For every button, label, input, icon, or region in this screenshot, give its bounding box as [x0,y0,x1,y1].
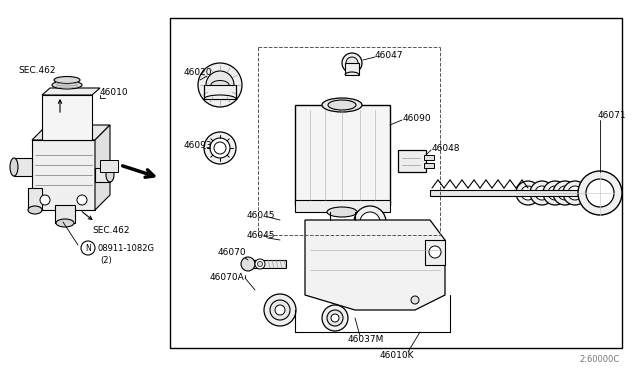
Circle shape [429,246,441,258]
Circle shape [214,142,226,154]
Circle shape [586,179,614,207]
Circle shape [206,71,234,99]
Bar [424,155,434,160]
Bar [295,200,390,212]
Text: 46048: 46048 [432,144,461,153]
Text: 46090: 46090 [403,113,431,122]
Ellipse shape [322,98,362,112]
Ellipse shape [52,81,82,89]
Circle shape [360,212,380,232]
Text: 46070A: 46070A [210,273,244,282]
Text: SEC.462: SEC.462 [92,225,129,234]
Ellipse shape [331,314,339,322]
Ellipse shape [211,80,229,90]
Bar [345,63,359,75]
Circle shape [354,206,386,238]
Bar [204,85,236,99]
Text: 08911-1082G: 08911-1082G [97,244,154,253]
Ellipse shape [56,219,74,227]
Text: SEC.462: SEC.462 [18,65,56,74]
Circle shape [411,296,419,304]
Circle shape [362,234,378,250]
Bar [42,95,92,140]
Bar [28,188,42,210]
Ellipse shape [106,168,114,182]
Circle shape [553,181,577,205]
Ellipse shape [327,207,357,217]
Circle shape [346,57,358,69]
Polygon shape [32,140,95,210]
Circle shape [516,181,540,205]
Ellipse shape [10,158,18,176]
Bar [95,168,110,182]
Circle shape [568,186,582,200]
Ellipse shape [322,305,348,331]
Polygon shape [95,125,110,210]
Ellipse shape [327,310,343,326]
Polygon shape [42,88,100,95]
Bar [295,105,390,205]
Polygon shape [32,125,110,140]
Circle shape [81,241,95,255]
Circle shape [578,171,622,215]
Ellipse shape [270,300,290,320]
Circle shape [342,53,362,73]
Text: 46093: 46093 [184,141,212,150]
Text: (2): (2) [100,256,112,264]
Circle shape [257,262,262,266]
Circle shape [40,195,50,205]
Text: 46020: 46020 [184,67,212,77]
Text: 46010K: 46010K [380,352,415,360]
Circle shape [77,195,87,205]
Ellipse shape [28,206,42,214]
Ellipse shape [54,77,80,83]
Ellipse shape [328,100,356,110]
Circle shape [198,63,242,107]
Circle shape [530,181,554,205]
Text: N: N [85,244,91,253]
Text: 46037M: 46037M [348,336,385,344]
Bar [398,150,426,172]
Bar [55,205,75,223]
Circle shape [241,257,255,271]
Bar [100,160,118,172]
Bar [425,240,445,265]
Bar [430,190,590,196]
Circle shape [521,186,535,200]
Ellipse shape [264,294,296,326]
Text: 46045: 46045 [247,211,275,219]
Text: 46045: 46045 [247,231,275,240]
Circle shape [204,132,236,164]
Ellipse shape [275,305,285,315]
Text: 46070: 46070 [218,247,246,257]
Text: 46010: 46010 [100,87,129,96]
Circle shape [210,138,230,158]
Polygon shape [305,220,445,310]
Bar [424,163,434,168]
Circle shape [548,186,562,200]
Circle shape [255,259,265,269]
Circle shape [535,186,549,200]
Circle shape [543,181,567,205]
Bar [170,18,622,348]
Circle shape [356,228,384,256]
Text: 2:60000C: 2:60000C [580,356,620,365]
Text: 46071: 46071 [598,110,627,119]
Bar [248,260,286,268]
Bar [14,158,32,176]
Circle shape [563,181,587,205]
Circle shape [558,186,572,200]
Text: 46047: 46047 [375,51,403,60]
